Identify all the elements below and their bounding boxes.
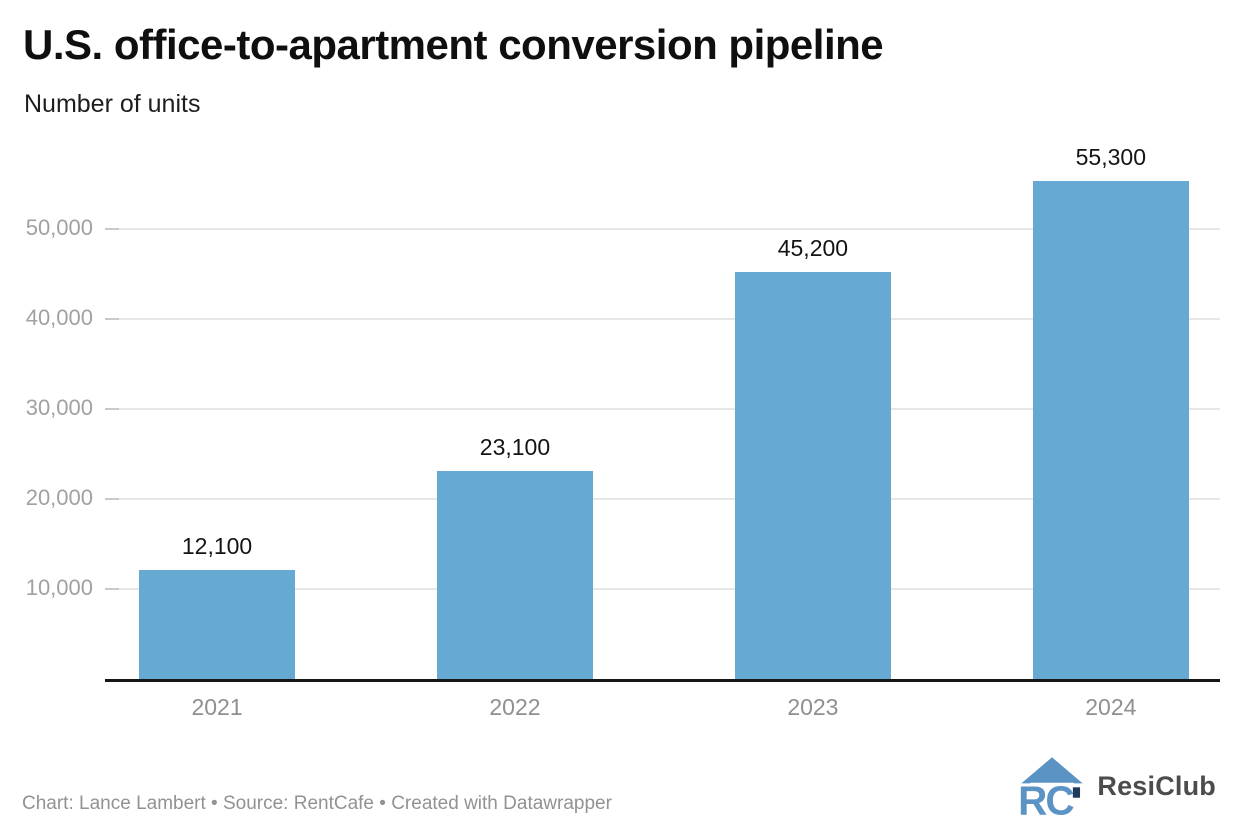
- y-tick-label: 30,000: [25, 394, 93, 420]
- page-title: U.S. office-to-apartment conversion pipe…: [23, 21, 884, 68]
- y-tick-label: 40,000: [25, 304, 93, 330]
- y-tick-label: 10,000: [25, 574, 93, 600]
- resiclub-house-rc-icon: RC: [1019, 757, 1084, 816]
- x-tick-label: 2024: [1085, 694, 1137, 720]
- bar-2022: [436, 470, 593, 679]
- chart-subtitle: Number of units: [24, 90, 201, 118]
- bar-value-label: 23,100: [479, 433, 551, 460]
- x-tick-label: 2021: [191, 694, 243, 720]
- x-axis-line: [105, 679, 1220, 682]
- footer-credit: Chart: Lance Lambert • Source: RentCafe …: [22, 793, 612, 814]
- y-axis-tick: [105, 317, 119, 320]
- y-axis-tick: [105, 587, 119, 590]
- logo-text: ResiClub: [1097, 770, 1216, 801]
- x-tick-label: 2023: [787, 694, 839, 720]
- y-tick-label: 50,000: [25, 214, 93, 240]
- svg-text:RC: RC: [1019, 778, 1074, 816]
- y-axis-tick: [105, 227, 119, 230]
- gridline: 50,000: [26, 215, 1220, 240]
- bar-2021: [139, 570, 296, 679]
- bar-2023: [734, 271, 891, 679]
- bar-value-label: 12,100: [181, 533, 253, 560]
- x-tick-label: 2022: [489, 694, 541, 720]
- gridline: 20,000: [26, 485, 1220, 510]
- y-axis-tick: [105, 407, 119, 410]
- y-tick-label: 20,000: [25, 484, 93, 510]
- y-axis-tick: [105, 497, 119, 500]
- gridline: 10,000: [26, 575, 1220, 600]
- gridline: 40,000: [26, 305, 1220, 330]
- resiclub-logo: RC ResiClub: [1019, 756, 1216, 816]
- bar-value-label: 55,300: [1075, 144, 1146, 171]
- gridline: 30,000: [26, 395, 1220, 420]
- plot-area: 10,000 20,000 30,000 40,000 50,000 12,100 2021…: [26, 144, 1220, 720]
- bar-2024: [1032, 181, 1189, 679]
- bar-value-label: 45,200: [777, 234, 849, 261]
